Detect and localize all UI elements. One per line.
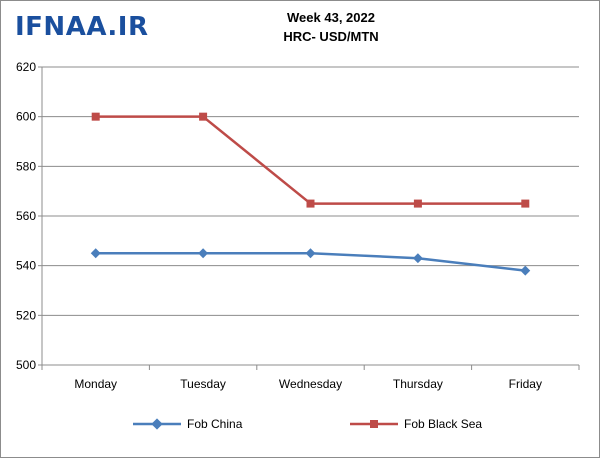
y-axis-ticks: 500 520 540 560 580 600 620 <box>16 60 42 372</box>
y-tick-label: 540 <box>16 259 36 273</box>
legend-item-fob-china: Fob China <box>133 415 242 433</box>
x-axis-ticks: Monday Tuesday Wednesday Thursday Friday <box>41 365 580 391</box>
data-point-fob-black-sea <box>91 112 100 121</box>
data-point-fob-china <box>520 265 531 276</box>
y-tick-label: 560 <box>16 209 36 223</box>
series-fob-black-sea <box>91 112 530 208</box>
data-point-fob-china <box>305 248 316 259</box>
x-tick-label: Monday <box>74 377 117 391</box>
site-logo: IFNAA.IR <box>15 12 149 42</box>
legend-label-fob-black-sea: Fob Black Sea <box>404 417 483 431</box>
legend-label-fob-china: Fob China <box>187 417 243 431</box>
data-point-fob-black-sea <box>199 112 208 121</box>
y-tick-label: 620 <box>16 60 36 74</box>
x-tick-label: Thursday <box>393 377 443 391</box>
chart-subtitle: HRC- USD/MTN <box>283 29 379 44</box>
data-point-fob-black-sea <box>413 199 422 208</box>
x-tick-label: Friday <box>509 377 542 391</box>
y-tick-label: 580 <box>16 159 36 173</box>
x-tick-label: Wednesday <box>279 377 342 391</box>
gridlines <box>42 66 579 316</box>
series-fob-china <box>90 248 531 276</box>
y-tick-label: 520 <box>16 308 36 322</box>
legend-item-fob-black-sea: Fob Black Sea <box>350 415 482 433</box>
data-point-fob-china <box>90 248 101 259</box>
legend-swatch-fob-black-sea <box>350 420 398 428</box>
data-point-fob-china <box>198 248 209 259</box>
series-group <box>90 112 531 276</box>
series-line-fob-black-sea <box>95 115 526 205</box>
x-tick-label: Tuesday <box>180 377 226 391</box>
data-point-fob-black-sea <box>306 199 315 208</box>
legend-swatch-fob-china <box>133 418 181 430</box>
data-point-fob-china <box>412 253 423 264</box>
y-tick-label: 600 <box>16 110 36 124</box>
data-point-fob-black-sea <box>521 199 530 208</box>
y-tick-label: 500 <box>16 358 36 372</box>
chart-title: Week 43, 2022 <box>287 10 375 25</box>
